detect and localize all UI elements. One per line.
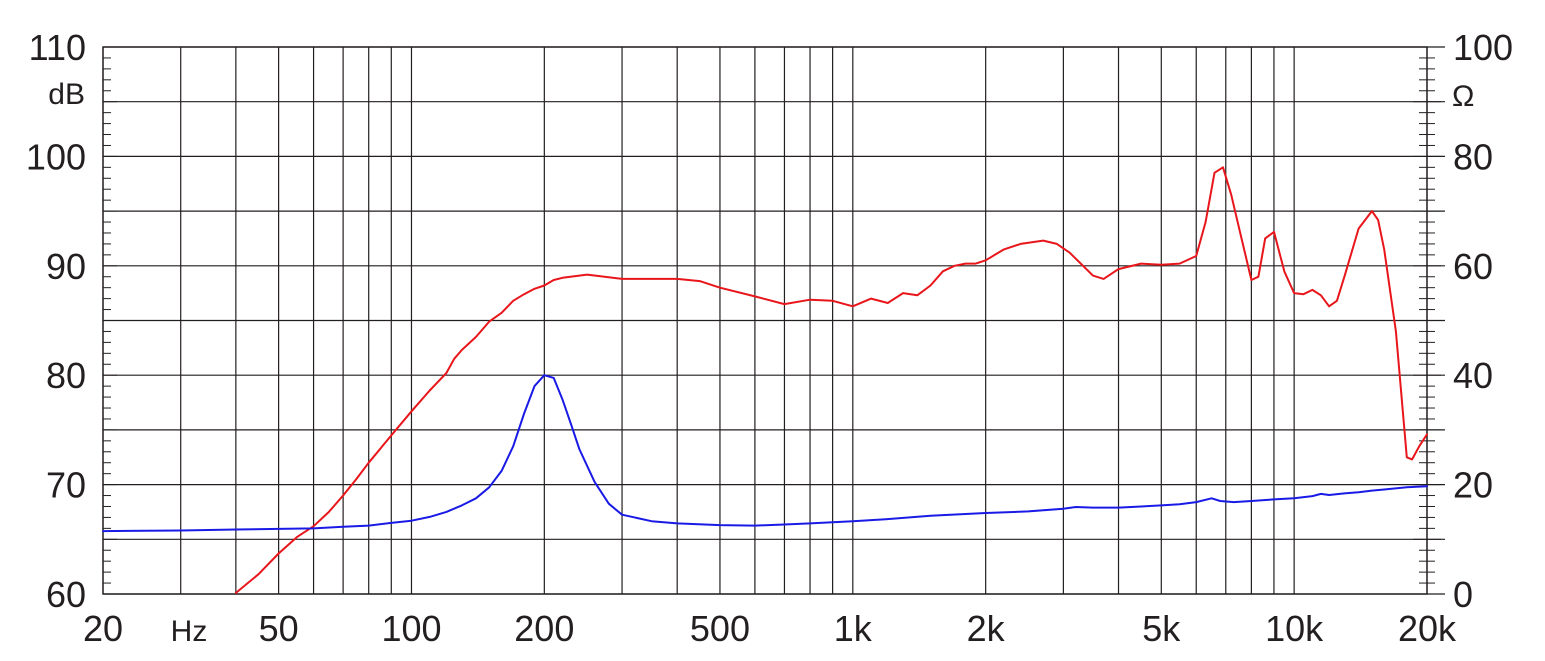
grid	[102, 46, 1428, 595]
left-tick-label: 110	[29, 27, 86, 68]
right-tick-label: 20	[1453, 465, 1493, 506]
x-tick-label: 2k	[967, 608, 1006, 649]
series	[102, 166, 1428, 594]
right-tick-label: 40	[1453, 355, 1493, 396]
right-tick-label: 60	[1453, 246, 1493, 287]
axis-labels: 60 70 80 90 100 110 0 20 40 60 80 100 20 50 100 200 500 1…	[26, 27, 1513, 649]
axis-ticks	[103, 46, 1445, 595]
x-tick-label: 1k	[834, 608, 873, 649]
x-tick-label: 5k	[1142, 608, 1181, 649]
left-tick-label: 60	[46, 574, 86, 615]
x-axis-unit: Hz	[171, 615, 208, 648]
right-tick-label: 0	[1453, 574, 1473, 615]
left-tick-label: 90	[46, 246, 86, 287]
left-tick-label: 70	[46, 465, 86, 506]
x-tick-label: 500	[690, 608, 750, 649]
right-tick-label: 100	[1453, 27, 1513, 68]
x-tick-label: 20k	[1398, 608, 1457, 649]
left-tick-label: 100	[26, 136, 86, 177]
x-tick-label: 50	[259, 608, 299, 649]
x-tick-label: 100	[381, 608, 441, 649]
impedance-series-line	[102, 374, 1428, 533]
left-axis-unit: dB	[48, 78, 85, 111]
right-tick-label: 80	[1453, 136, 1493, 177]
x-tick-label: 200	[514, 608, 574, 649]
x-tick-label: 20	[83, 608, 123, 649]
right-axis-unit: Ω	[1452, 80, 1474, 113]
spl-series-line	[234, 166, 1428, 594]
x-tick-label: 10k	[1265, 608, 1324, 649]
left-tick-label: 80	[46, 355, 86, 396]
